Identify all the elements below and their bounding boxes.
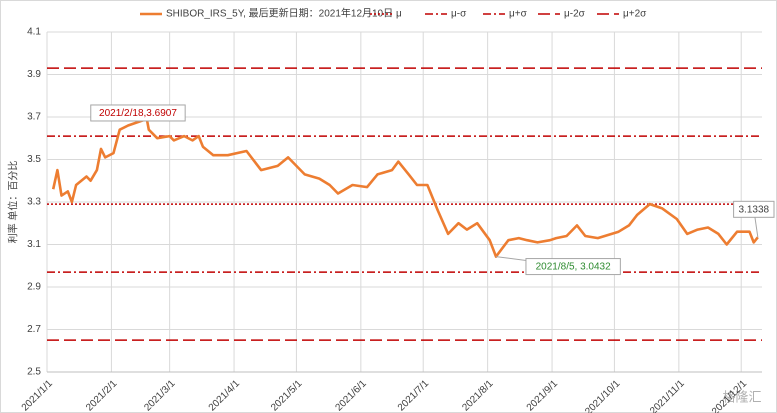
y-tick-label: 3.9 [27, 69, 41, 80]
annotation-box [525, 258, 621, 276]
legend-label: μ-2σ [564, 9, 586, 20]
y-tick-label: 3.5 [27, 154, 41, 165]
annotation-label: 2021/2/18,3.6907 [99, 108, 177, 119]
legend-label: μ [396, 9, 402, 20]
legend-label: μ-σ [451, 9, 467, 20]
data-line [51, 117, 759, 258]
y-tick-label: 3.3 [27, 197, 41, 208]
y-tick-label: 2.5 [27, 367, 41, 378]
annotation-box [733, 200, 775, 218]
legend-label: μ+2σ [623, 9, 647, 20]
y-axis-label: 利率 单位：百分比 [7, 161, 20, 244]
annotation-box [90, 104, 186, 122]
y-tick-label: 3.7 [27, 112, 41, 123]
y-tick-label: 3.1 [27, 239, 41, 250]
y-tick-label: 2.7 [27, 324, 41, 335]
watermark: 格隆汇 [722, 389, 761, 404]
annotation-label: 3.1338 [739, 204, 770, 215]
y-tick-label: 4.1 [27, 27, 41, 38]
y-tick-label: 2.9 [27, 282, 41, 293]
legend-label: μ+σ [509, 9, 528, 20]
legend-label: SHIBOR_IRS_5Y, 最后更新日期：2021年12月10日 [166, 7, 393, 20]
annotation-label: 2021/8/5, 3.0432 [536, 262, 612, 273]
